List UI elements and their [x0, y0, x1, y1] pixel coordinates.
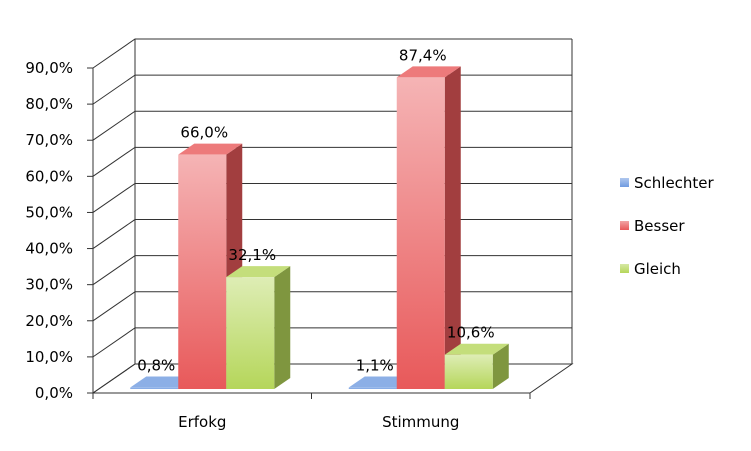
bar-top: [226, 266, 291, 278]
bar-front: [226, 277, 275, 389]
gridlines: [92, 38, 573, 394]
y-tick-label: 80,0%: [25, 95, 73, 113]
legend: Schlechter Besser Gleich: [620, 174, 715, 278]
bar-gleich-erfokg: [226, 266, 291, 389]
data-label: 87,4%: [399, 46, 447, 64]
y-tick-label: 50,0%: [25, 203, 73, 221]
y-tick-label: 30,0%: [25, 276, 73, 294]
gridline: [92, 146, 572, 177]
bar-front: [130, 387, 179, 389]
y-tick-label: 70,0%: [25, 131, 73, 149]
bar-front: [348, 387, 397, 389]
gridline: [92, 219, 572, 249]
data-label: 1,1%: [356, 357, 394, 375]
gridline: [92, 182, 572, 213]
bar-side: [492, 343, 509, 389]
y-tick-label: 10,0%: [25, 348, 73, 366]
legend-label-gleich: Gleich: [634, 260, 681, 278]
gridline: [92, 255, 572, 286]
data-label: 10,6%: [447, 324, 495, 342]
y-tick-label: 60,0%: [25, 167, 73, 185]
axis: 0,0% 10,0% 20,0% 30,0% 40,0% 50,0% 60,0% 70,0% 8…: [25, 59, 531, 431]
bar-side: [274, 266, 291, 389]
bar-top: [444, 343, 509, 355]
bar-besser-stimmung: [396, 66, 461, 389]
data-label: 66,0%: [180, 124, 228, 142]
bar-front: [396, 77, 445, 389]
bar-gleich-stimmung: [444, 343, 509, 389]
y-tick-label: 20,0%: [25, 312, 73, 330]
data-labels: 0,8% 66,0% 32,1% 1,1% 87,4% 10,6%: [137, 46, 494, 374]
gridline: [92, 38, 572, 69]
y-tick-label: 0,0%: [35, 384, 73, 402]
gridline: [92, 110, 572, 141]
bars: [130, 66, 509, 389]
data-label: 32,1%: [228, 246, 276, 264]
legend-swatch-besser: [620, 221, 629, 230]
data-label: 0,8%: [137, 357, 175, 375]
category-label: Erfokg: [178, 413, 226, 431]
legend-swatch-schlechter: [620, 178, 629, 187]
y-tick-label: 90,0%: [25, 59, 73, 77]
gridline: [92, 74, 572, 105]
bar-top: [396, 66, 461, 78]
bar-front: [178, 154, 227, 389]
gridline: [92, 291, 572, 322]
bar-top: [178, 143, 243, 155]
y-tick-label: 40,0%: [25, 240, 73, 258]
bar-front: [444, 354, 493, 389]
legend-label-schlechter: Schlechter: [634, 174, 715, 192]
legend-swatch-gleich: [620, 264, 629, 273]
bar-side: [444, 66, 461, 389]
legend-label-besser: Besser: [634, 217, 685, 235]
category-label: Stimmung: [382, 413, 459, 431]
